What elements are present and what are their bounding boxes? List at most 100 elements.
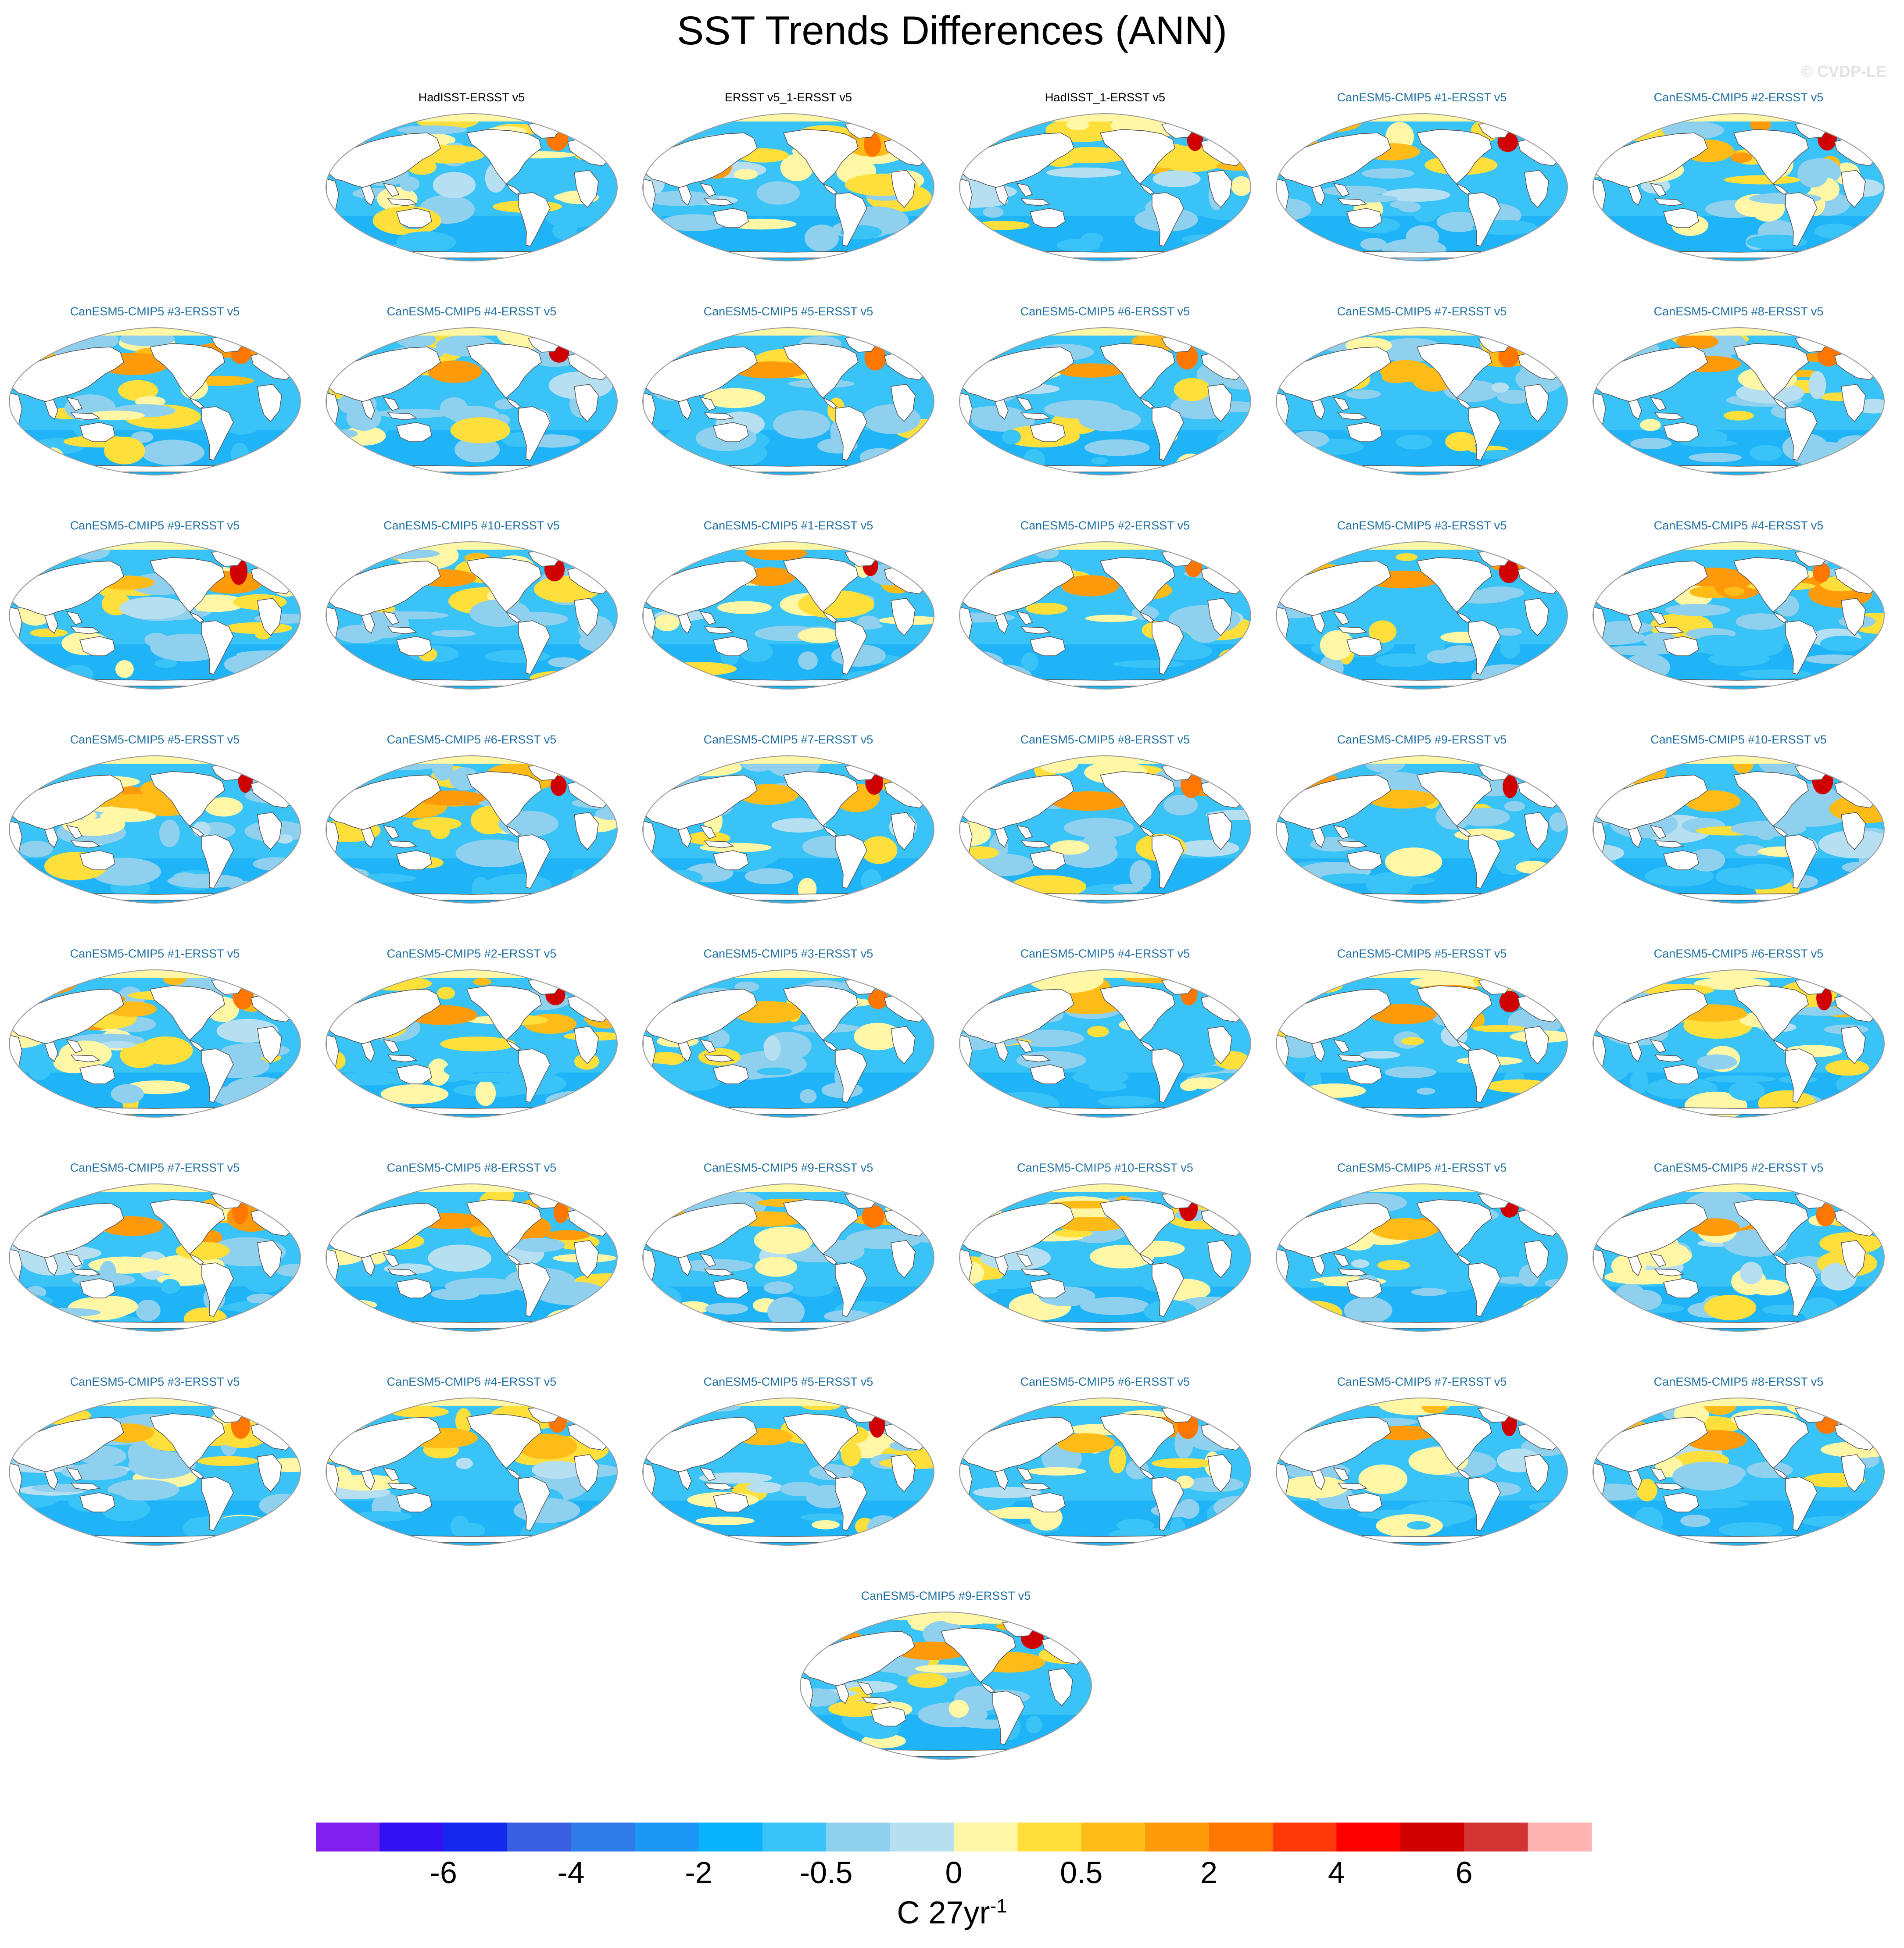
land-mass	[1468, 1262, 1501, 1317]
panel-title: HadISST_1-ERSST v5	[1045, 91, 1166, 104]
sst-anomaly-patch	[1276, 1305, 1303, 1330]
map-outline	[8, 755, 301, 904]
land-mass	[1030, 636, 1066, 656]
map-svg	[8, 1397, 301, 1546]
sst-anomaly-patch	[1724, 175, 1801, 185]
sst-anomaly-patch	[1540, 1184, 1560, 1201]
colorbar-swatch	[571, 1823, 635, 1851]
panel-title: CanESM5-CMIP5 #2-ERSST v5	[1653, 1161, 1824, 1174]
land-mass	[1152, 406, 1184, 461]
land-mass	[1298, 465, 1545, 472]
sst-anomaly-patch	[811, 1520, 840, 1530]
map-svg	[8, 327, 301, 476]
land-mass	[1524, 1026, 1549, 1065]
sst-anomaly-patch	[160, 650, 192, 659]
land-mass	[1628, 827, 1642, 848]
sst-anomaly-patch	[1078, 408, 1141, 432]
land-mass	[1207, 1240, 1232, 1279]
land-mass	[188, 611, 204, 623]
sst-anomaly-patch	[988, 1092, 1059, 1116]
land-mass	[643, 775, 758, 830]
map-panel: CanESM5-CMIP5 #10-ERSST v5	[1589, 732, 1888, 951]
sst-anomaly-patch	[804, 225, 839, 252]
map-panel: CanESM5-CMIP5 #6-ERSST v5	[956, 304, 1255, 523]
panel-title: CanESM5-CMIP5 #1-ERSST v5	[1337, 1161, 1507, 1174]
sst-anomaly-patch	[357, 243, 401, 256]
land-mass	[835, 192, 867, 247]
land-mass	[201, 406, 234, 461]
land-mass	[505, 1467, 521, 1479]
sst-anomaly-patch	[1276, 198, 1311, 221]
land-mass	[1099, 557, 1175, 613]
sst-anomaly-patch	[654, 614, 680, 631]
land-mass	[783, 557, 859, 613]
map-panel: CanESM5-CMIP5 #7-ERSST v5	[639, 732, 938, 951]
map-outline	[642, 969, 935, 1118]
sst-anomaly-patch	[128, 1451, 196, 1479]
map-outline	[642, 327, 935, 476]
land-mass	[1455, 825, 1471, 837]
land-mass	[1099, 343, 1175, 399]
land-mass	[643, 132, 758, 188]
panel-title: CanESM5-CMIP5 #10-ERSST v5	[1650, 733, 1827, 746]
land-mass	[1016, 1039, 1033, 1053]
land-mass	[1346, 1064, 1382, 1084]
sst-anomaly-patch	[1087, 1026, 1109, 1037]
land-mass	[1468, 1048, 1501, 1103]
sst-anomaly-patch	[1842, 757, 1884, 773]
map-svg	[642, 327, 935, 476]
land-mass	[699, 1467, 716, 1481]
map-panel: CanESM5-CMIP5 #1-ERSST v5	[1272, 1160, 1571, 1380]
sst-anomaly-patch	[763, 1281, 793, 1294]
land-mass	[1337, 1054, 1368, 1062]
land-mass	[1455, 397, 1471, 409]
land-mass	[1785, 192, 1818, 247]
map-svg	[8, 1183, 301, 1332]
land-mass	[835, 406, 867, 461]
land-mass	[149, 985, 225, 1041]
land-mass	[981, 1321, 1228, 1329]
map-outline	[325, 1183, 618, 1332]
sst-anomaly-patch	[587, 1184, 617, 1198]
land-mass	[835, 620, 867, 675]
sst-anomaly-patch	[1292, 1280, 1324, 1289]
land-mass	[1593, 561, 1708, 616]
colorbar-tick-label: -2	[685, 1855, 712, 1890]
sst-anomaly-patch	[898, 762, 934, 788]
sst-anomaly-patch	[1545, 1279, 1568, 1288]
land-mass	[1346, 422, 1382, 442]
panel-title: CanESM5-CMIP5 #2-ERSST v5	[387, 947, 557, 960]
sst-anomaly-patch	[854, 1022, 902, 1051]
sst-anomaly-patch	[747, 1482, 783, 1494]
sst-anomaly-patch	[119, 597, 187, 619]
map-svg	[325, 1183, 618, 1332]
sst-anomaly-patch	[160, 1279, 180, 1294]
land-mass	[466, 771, 542, 827]
map-svg	[642, 969, 935, 1118]
sst-anomaly-patch	[120, 1042, 159, 1068]
land-mass	[1333, 1039, 1350, 1053]
land-mass	[383, 182, 400, 197]
colorbar-units-exponent: -1	[990, 1895, 1007, 1917]
sst-anomaly-patch	[1209, 1299, 1232, 1330]
land-mass	[1337, 1483, 1368, 1490]
land-mass	[188, 825, 204, 837]
sst-anomaly-patch	[1749, 1280, 1789, 1296]
map-svg	[959, 327, 1252, 476]
land-mass	[1207, 384, 1232, 422]
land-mass	[1593, 132, 1708, 188]
sst-anomaly-patch	[9, 1295, 53, 1307]
north-atlantic-anomaly	[1499, 560, 1519, 583]
land-mass	[1138, 1039, 1155, 1051]
sst-anomaly-patch	[1219, 649, 1245, 667]
map-outline	[1592, 113, 1885, 262]
sst-anomaly-patch	[1697, 1054, 1737, 1070]
land-mass	[822, 1039, 838, 1051]
map-panel: CanESM5-CMIP5 #8-ERSST v5	[956, 732, 1255, 951]
sst-anomaly-patch	[1399, 201, 1421, 213]
land-mass	[1733, 1413, 1809, 1469]
map-svg	[1592, 113, 1885, 262]
sst-anomaly-patch	[1478, 586, 1524, 599]
land-mass	[70, 840, 101, 848]
panel-title: CanESM5-CMIP5 #1-ERSST v5	[70, 947, 240, 960]
